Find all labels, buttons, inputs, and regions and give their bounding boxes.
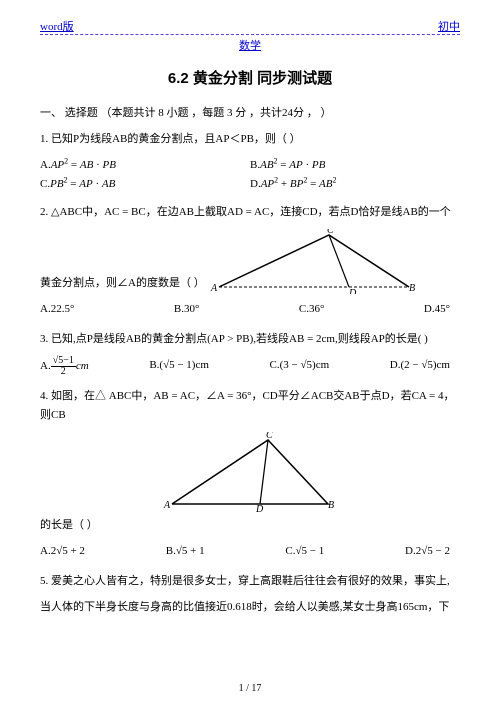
svg-text:A: A [210,283,218,294]
q3-opt-d: D.(2 − √5)cm [390,356,450,377]
q4-options: A.2√5 + 2 B.√5 + 1 C.√5 − 1 D.2√5 − 2 [40,542,460,562]
q1-opt-d: D.AP2 + BP2 = AB2 [250,175,460,195]
q5-line2: 当人体的下半身长度与身高的比值接近0.618时，会给人以美感,某女士身高165c… [40,598,460,618]
q4-text: 4. 如图，在△ ABC中，AB = AC，∠A = 36°，CD平分∠ACB交… [40,387,460,427]
q2-figure: A B C D [209,229,419,294]
q4-figure: A B C D [160,432,340,512]
svg-text:B: B [409,283,415,294]
page-title: 6.2 黄金分割 同步测试题 [0,67,500,88]
q1-opt-b: B.AB2 = AP · PB [250,156,460,176]
q4-text2: 的长是（ ） [40,516,460,536]
q2-opt-c: C.36° [299,300,325,320]
q4-opt-b: B.√5 + 1 [166,542,205,562]
q4-opt-d: D.2√5 − 2 [405,542,450,562]
q1-text: 1. 已知P为线段AB的黄金分割点，且AP＜PB，则（ ） [40,130,460,150]
q1-opt-c: C.PB2 = AP · AB [40,175,250,195]
q4-opt-a: A.2√5 + 2 [40,542,85,562]
q5-line1: 5. 爱美之心人皆有之，特别是很多女士，穿上高跟鞋后往往会有很好的效果，事实上, [40,572,460,592]
q4-figure-wrap: A B C D [40,432,460,512]
q2-opt-a: A.22.5° [40,300,74,320]
q3-opt-a: A.√5−12cm [40,356,89,377]
q2-row: 黄金分割点，则∠A的度数是（ ） A B C D [40,229,460,294]
q2-text: 2. △ABC中，AC = BC，在边AB上截取AD = AC，连接CD，若点D… [40,203,460,223]
q2-options: A.22.5° B.30° C.36° D.45° [40,300,460,320]
svg-text:C: C [327,229,334,236]
svg-text:D: D [255,504,264,512]
q3-options: A.√5−12cm B.(√5 − 1)cm C.(3 − √5)cm D.(2… [40,356,460,377]
svg-text:C: C [266,432,273,441]
q3-opt-b: B.(√5 − 1)cm [149,356,209,377]
q2-opt-d: D.45° [424,300,450,320]
header-left: word版 [40,18,74,34]
page-footer: 1 / 17 [0,683,500,694]
svg-text:B: B [328,500,334,511]
section-heading: 一、 选择题 （本题共计 8 小题 ，每题 3 分 ，共计24分 ， ） [40,104,460,124]
q1-opt-a: A.AP2 = AB · PB [40,156,250,176]
q4-opt-c: C.√5 − 1 [285,542,324,562]
content: 一、 选择题 （本题共计 8 小题 ，每题 3 分 ，共计24分 ， ） 1. … [0,104,500,617]
subject: 数学 [0,37,500,53]
header-rule [40,34,460,35]
header-right: 初中 [438,18,460,34]
q2-opt-b: B.30° [174,300,200,320]
q3-text: 3. 已知,点P是线段AB的黄金分割点(AP > PB),若线段AB = 2cm… [40,330,460,350]
q1-options: A.AP2 = AB · PB B.AB2 = AP · PB C.PB2 = … [40,156,460,196]
q2-text2: 黄金分割点，则∠A的度数是（ ） [40,274,205,294]
svg-text:A: A [163,500,171,511]
q3-opt-c: C.(3 − √5)cm [270,356,330,377]
svg-text:D: D [348,288,357,294]
